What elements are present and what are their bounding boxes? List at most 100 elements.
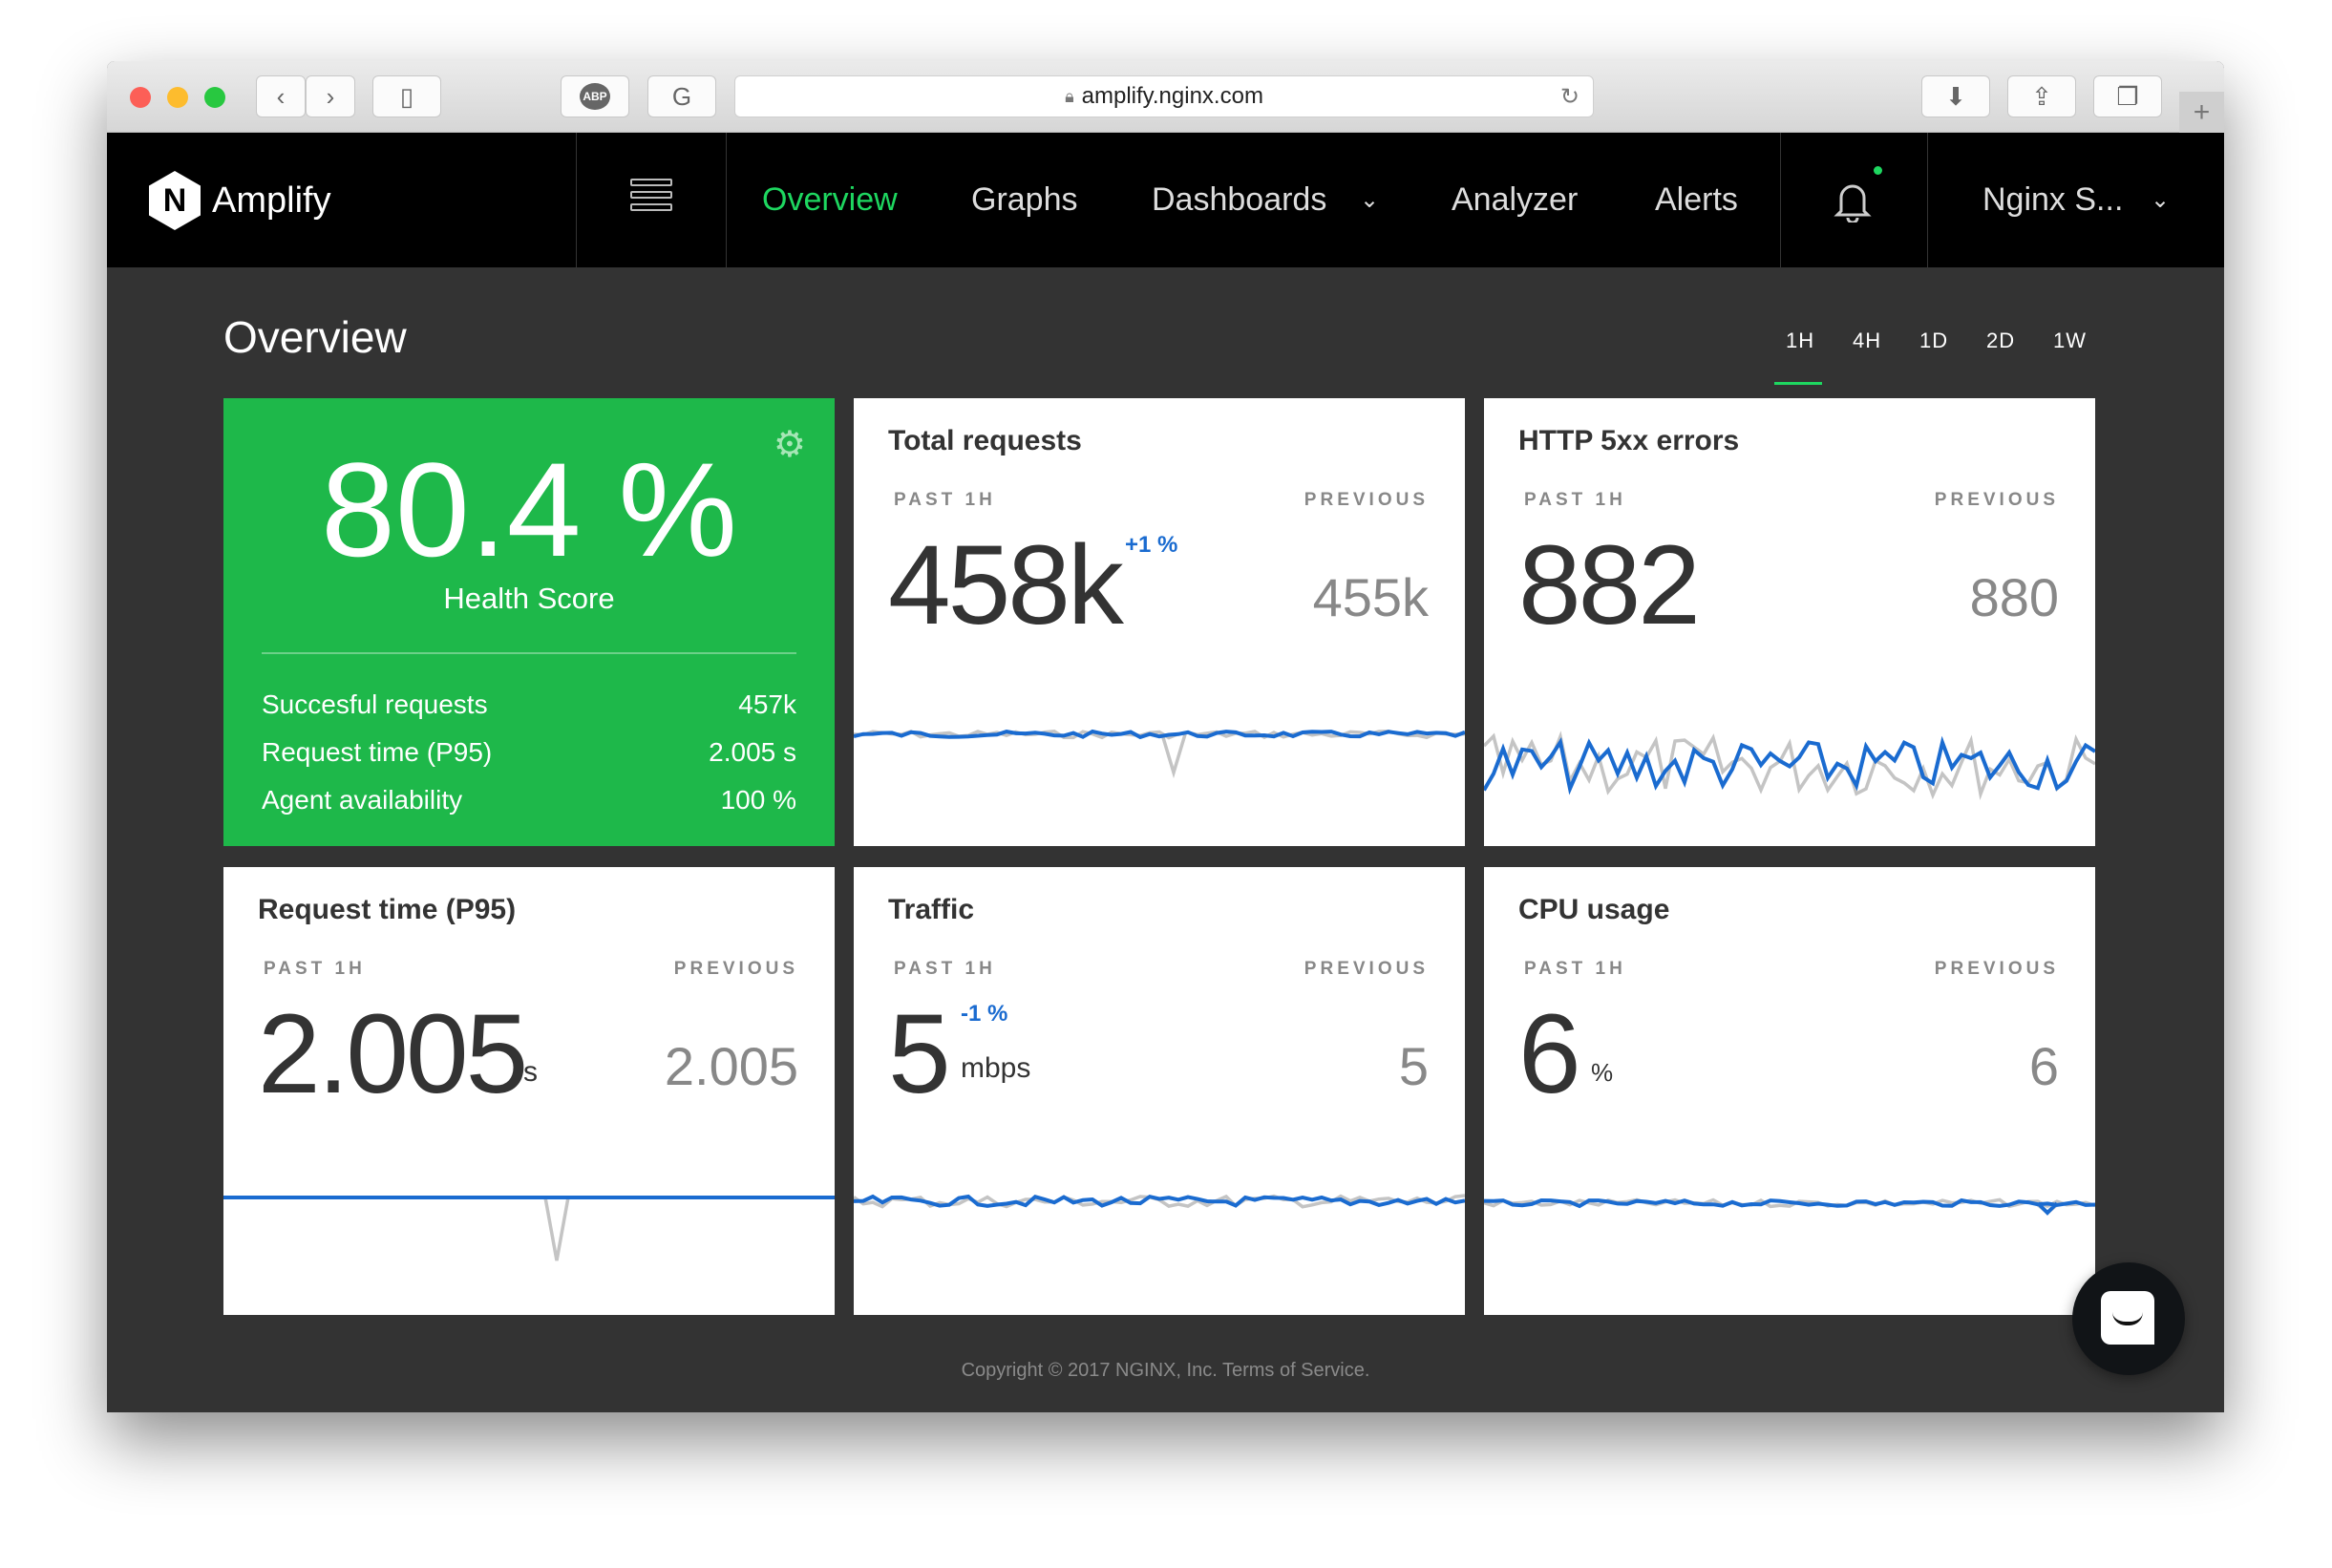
brand[interactable]: N Amplify (149, 171, 331, 230)
current-series-line (1484, 1197, 2095, 1216)
notification-dot (1874, 166, 1882, 175)
chevron-down-icon[interactable]: ⌄ (1360, 187, 1380, 213)
menu-icon[interactable] (630, 179, 672, 211)
url-text: amplify.nginx.com (1081, 83, 1263, 109)
current-series-line (1484, 735, 2095, 795)
card-title: HTTP 5xx errors (1518, 425, 1740, 456)
previous-series-line (223, 1196, 835, 1261)
unit-label: s (523, 1056, 538, 1088)
gear-icon[interactable]: ⚙ (773, 425, 806, 465)
forward-icon[interactable]: › (306, 75, 355, 117)
adblock-icon[interactable]: ABP (561, 75, 629, 117)
download-icon[interactable]: ⬇ (1921, 75, 1990, 117)
nav-alerts[interactable]: Alerts (1655, 181, 1738, 218)
past-label: PAST 1H (264, 959, 366, 979)
past-label: PAST 1H (894, 490, 996, 510)
sparkline-chart (854, 729, 1465, 779)
close-window-button[interactable] (130, 87, 151, 108)
chat-icon (2101, 1291, 2154, 1345)
tab-2d[interactable]: 2D (1986, 328, 2016, 352)
row-value: 2.005 s (709, 737, 796, 767)
tab-4h[interactable]: 4H (1853, 328, 1882, 352)
nginx-logo-icon: N (149, 171, 201, 230)
change-badge: -1 % (961, 1001, 1008, 1027)
unit-label: % (1591, 1058, 1614, 1087)
grammarly-icon[interactable]: G (647, 75, 716, 117)
nav-dashboards[interactable]: Dashboards (1152, 181, 1327, 218)
row-value: 100 % (720, 785, 796, 815)
new-tab-icon[interactable]: + (2179, 92, 2224, 133)
maximize-window-button[interactable] (204, 87, 225, 108)
card-title: CPU usage (1518, 894, 1670, 925)
tab-1h[interactable]: 1H (1786, 328, 1815, 352)
address-bar[interactable]: 🔒︎ amplify.nginx.com ↻ (734, 75, 1594, 117)
unit-label: mbps (961, 1052, 1031, 1084)
previous-label: PREVIOUS (1934, 959, 2059, 979)
tabs-icon[interactable]: ❐ (2093, 75, 2162, 117)
sparkline-chart (223, 1196, 835, 1261)
chevron-down-icon[interactable]: ⌄ (2151, 187, 2171, 213)
row-label: Request time (P95) (262, 737, 493, 767)
tab-1d[interactable]: 1D (1919, 328, 1949, 352)
previous-label: PREVIOUS (1934, 490, 2059, 510)
card-title: Traffic (888, 894, 975, 925)
previous-label: PREVIOUS (1304, 959, 1429, 979)
traffic-card[interactable]: Traffic PAST 1H PREVIOUS 5 -1 % mbps 5 (854, 867, 1465, 1315)
nav-analyzer[interactable]: Analyzer (1452, 181, 1579, 218)
previous-value: 6 (2028, 1036, 2059, 1096)
health-row: Succesful requests 457k (262, 689, 796, 720)
tab-1w[interactable]: 1W (2053, 328, 2087, 352)
current-value: 2.005 (258, 991, 528, 1117)
bell-icon[interactable] (1834, 179, 1872, 224)
minimize-window-button[interactable] (167, 87, 188, 108)
nav-overview[interactable]: Overview (762, 181, 898, 218)
footer-copyright: Copyright © 2017 NGINX, Inc. Terms of Se… (961, 1360, 1370, 1381)
lock-icon: 🔒︎ (1065, 86, 1074, 106)
reload-icon[interactable]: ↻ (1559, 83, 1579, 110)
health-score-card: ⚙ 80.4 % Health Score Succesful requests… (223, 398, 835, 846)
previous-value: 880 (1969, 567, 2059, 627)
current-series-line (854, 1194, 1465, 1208)
previous-label: PREVIOUS (673, 959, 798, 979)
page-title: Overview (223, 312, 407, 362)
cpu-usage-card[interactable]: CPU usage PAST 1H PREVIOUS 6 % 6 (1484, 867, 2095, 1315)
chat-widget-button[interactable] (2072, 1262, 2185, 1375)
browser-toolbar: ‹ › ▯ ABP G 🔒︎ amplify.nginx.com ↻ ⬇ ⇪ ❐ + (107, 61, 2224, 133)
nav-graphs[interactable]: Graphs (971, 181, 1078, 218)
card-title: Total requests (888, 425, 1082, 456)
current-value: 882 (1518, 522, 1701, 648)
sparkline-chart (1484, 731, 2095, 801)
total-requests-card[interactable]: Total requests PAST 1H PREVIOUS 458k +1 … (854, 398, 1465, 846)
past-label: PAST 1H (894, 959, 996, 979)
row-label: Agent availability (262, 785, 463, 815)
current-value: 5 (888, 991, 951, 1117)
back-icon[interactable]: ‹ (256, 75, 306, 117)
current-series-line (854, 729, 1465, 740)
http-5xx-errors-card[interactable]: HTTP 5xx errors PAST 1H PREVIOUS 882 880 (1484, 398, 2095, 846)
health-score-label: Health Score (443, 582, 615, 615)
current-value: 458k (888, 522, 1124, 648)
sparkline-chart (1484, 1197, 2095, 1216)
request-time-card[interactable]: Request time (P95) PAST 1H PREVIOUS 2.00… (223, 867, 835, 1315)
brand-name: Amplify (212, 180, 331, 221)
divider (262, 652, 796, 654)
previous-value: 2.005 (664, 1036, 798, 1096)
logo-letter: N (162, 181, 187, 219)
sidebar-icon[interactable]: ▯ (372, 75, 441, 117)
health-score-value: 80.4 % (321, 434, 737, 584)
adblock-label: ABP (580, 83, 610, 110)
top-nav: N Amplify Overview Graphs Dashboards ⌄ A… (107, 133, 2224, 267)
browser-window: ‹ › ▯ ABP G 🔒︎ amplify.nginx.com ↻ ⬇ ⇪ ❐ +… (107, 61, 2224, 1412)
previous-value: 5 (1398, 1036, 1429, 1096)
account-menu[interactable]: Nginx S... (1982, 181, 2124, 218)
health-row: Agent availability 100 % (262, 785, 796, 816)
health-row: Request time (P95) 2.005 s (262, 737, 796, 768)
active-tab-indicator (1774, 382, 1822, 385)
past-label: PAST 1H (1524, 959, 1626, 979)
past-label: PAST 1H (1524, 490, 1626, 510)
share-icon[interactable]: ⇪ (2007, 75, 2076, 117)
card-title: Request time (P95) (258, 894, 517, 925)
change-badge: +1 % (1125, 532, 1178, 558)
current-value: 6 (1518, 991, 1581, 1117)
row-value: 457k (738, 689, 796, 719)
